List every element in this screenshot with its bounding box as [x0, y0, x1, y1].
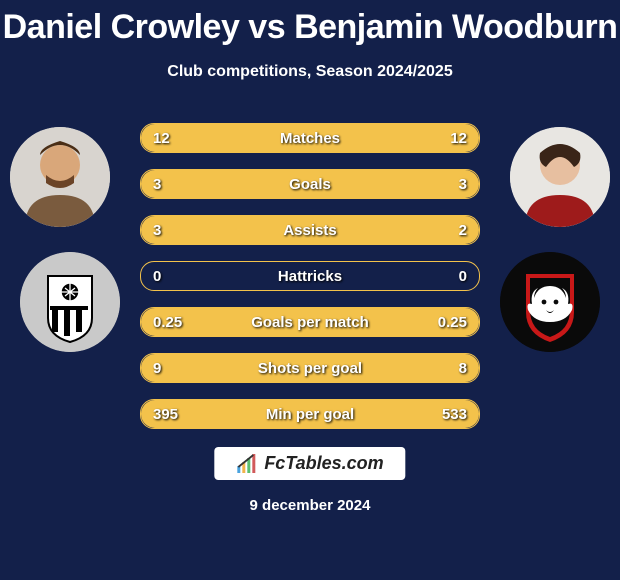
club-left-crest: [20, 252, 120, 352]
stat-label: Assists: [141, 216, 479, 246]
stat-value-left: 0.25: [153, 308, 182, 338]
stat-value-right: 533: [442, 400, 467, 430]
stat-value-left: 0: [153, 262, 161, 292]
brand-badge[interactable]: FcTables.com: [214, 447, 405, 480]
stats-table: Matches1212Goals33Assists32Hattricks00Go…: [140, 123, 480, 445]
stat-row: Hattricks0 0: [140, 261, 480, 291]
stat-label: Shots per goal: [141, 354, 479, 384]
stat-value-right: 8: [459, 354, 467, 384]
stat-row: Goals3 3: [140, 169, 480, 199]
subtitle: Club competitions, Season 2024/2025: [0, 63, 620, 81]
stat-value-right: 12: [450, 124, 467, 154]
stat-label: Goals per match: [141, 308, 479, 338]
stat-value-right: 2: [459, 216, 467, 246]
stat-row: Min per goal395 533: [140, 399, 480, 429]
stat-value-right: 0: [459, 262, 467, 292]
stat-label: Hattricks: [141, 262, 479, 292]
stat-value-right: 0.25: [438, 308, 467, 338]
club-right-crest: [500, 252, 600, 352]
stat-value-left: 9: [153, 354, 161, 384]
brand-logo-icon: [236, 454, 258, 474]
stat-row: Matches12 12: [140, 123, 480, 153]
stat-label: Min per goal: [141, 400, 479, 430]
stat-row: Goals per match0.25 0.25: [140, 307, 480, 337]
player-right-avatar: [510, 127, 610, 227]
stat-row: Assists3 2: [140, 215, 480, 245]
stat-row: Shots per goal9 8: [140, 353, 480, 383]
stat-label: Matches: [141, 124, 479, 154]
brand-label: FcTables.com: [264, 453, 383, 474]
page-title: Daniel Crowley vs Benjamin Woodburn: [0, 0, 620, 47]
stat-value-left: 395: [153, 400, 178, 430]
stat-value-left: 3: [153, 216, 161, 246]
stat-value-left: 3: [153, 170, 161, 200]
stat-label: Goals: [141, 170, 479, 200]
date-label: 9 december 2024: [0, 497, 620, 514]
player-left-avatar: [10, 127, 110, 227]
stat-value-right: 3: [459, 170, 467, 200]
stat-value-left: 12: [153, 124, 170, 154]
